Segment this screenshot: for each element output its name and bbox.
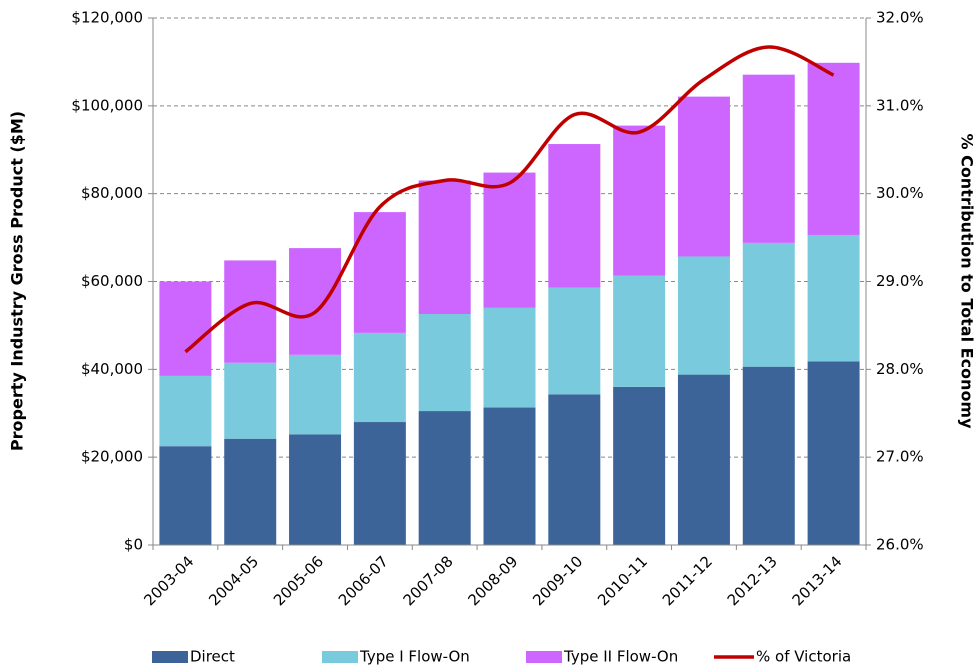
bar-segment bbox=[224, 362, 277, 439]
bar-segment bbox=[418, 180, 471, 314]
legend-swatch bbox=[152, 651, 188, 663]
x-tick-label: 2006-07 bbox=[335, 552, 392, 609]
legend-label: Type II Flow-On bbox=[563, 648, 678, 666]
bar-segment bbox=[483, 407, 536, 545]
x-tick-label: 2012-13 bbox=[724, 552, 781, 609]
bar-segment bbox=[613, 275, 666, 387]
y2-axis-title: % Contribution to Total Economy bbox=[958, 133, 977, 429]
x-tick-label: 2003-04 bbox=[140, 552, 197, 609]
y2-tick-label: 27.0% bbox=[876, 448, 924, 466]
legend-label: Direct bbox=[190, 648, 235, 666]
legend-label: Type I Flow-On bbox=[359, 648, 470, 666]
bar-segment bbox=[742, 366, 795, 545]
bar-segment bbox=[548, 144, 601, 288]
x-tick-label: 2009-10 bbox=[529, 552, 586, 609]
bar-segment bbox=[807, 234, 860, 362]
bar-segment bbox=[483, 172, 536, 308]
bar-segment bbox=[613, 386, 666, 545]
x-tick-label: 2008-09 bbox=[464, 552, 521, 609]
y-tick-label: $80,000 bbox=[81, 184, 143, 202]
bar-segment bbox=[159, 375, 212, 447]
x-tick-label: 2013-14 bbox=[789, 552, 846, 609]
bar-segment bbox=[418, 411, 471, 545]
y2-tick-label: 26.0% bbox=[876, 536, 924, 554]
bar-segment bbox=[353, 422, 406, 545]
bar-segment bbox=[677, 256, 730, 375]
bar-segment bbox=[548, 394, 601, 545]
y-tick-label: $60,000 bbox=[81, 272, 143, 290]
y2-tick-label: 30.0% bbox=[876, 184, 924, 202]
y-tick-label: $120,000 bbox=[71, 9, 143, 27]
bar-segment bbox=[159, 281, 212, 376]
legend-swatch bbox=[526, 651, 562, 663]
y-tick-label: $40,000 bbox=[81, 360, 143, 378]
x-tick-label: 2004-05 bbox=[205, 552, 262, 609]
bar-segment bbox=[742, 74, 795, 243]
bar-segment bbox=[353, 212, 406, 333]
x-tick-label: 2007-08 bbox=[400, 552, 457, 609]
bar-segment bbox=[289, 248, 342, 355]
bar-segment bbox=[289, 354, 342, 435]
y2-tick-label: 31.0% bbox=[876, 96, 924, 114]
y2-tick-label: 28.0% bbox=[876, 360, 924, 378]
line bbox=[184, 45, 835, 354]
bar-segment bbox=[483, 307, 536, 408]
bar-segment bbox=[677, 374, 730, 545]
bar-segment bbox=[742, 242, 795, 367]
y-tick-label: $0 bbox=[124, 536, 143, 554]
bar-segment bbox=[677, 96, 730, 257]
bar-segment bbox=[807, 361, 860, 545]
y2-tick-label: 29.0% bbox=[876, 272, 924, 290]
x-tick-label: 2011-12 bbox=[659, 552, 716, 609]
bar-segment bbox=[418, 313, 471, 412]
legend-label: % of Victoria bbox=[756, 648, 851, 666]
y-tick-label: $100,000 bbox=[71, 96, 143, 114]
x-tick-label: 2010-11 bbox=[594, 552, 651, 609]
bar-segment bbox=[353, 332, 406, 423]
bar-segment bbox=[613, 125, 666, 276]
bar-segment bbox=[224, 438, 277, 545]
x-tick-label: 2005-06 bbox=[270, 552, 327, 609]
bar-segment bbox=[807, 62, 860, 235]
bar-segment bbox=[289, 434, 342, 545]
bar-segment bbox=[159, 446, 212, 545]
bar-segment bbox=[548, 287, 601, 395]
y2-tick-label: 32.0% bbox=[876, 9, 924, 27]
y-axis-title: Property Industry Gross Product ($M) bbox=[8, 111, 27, 451]
y-tick-label: $20,000 bbox=[81, 448, 143, 466]
legend-swatch bbox=[322, 651, 358, 663]
